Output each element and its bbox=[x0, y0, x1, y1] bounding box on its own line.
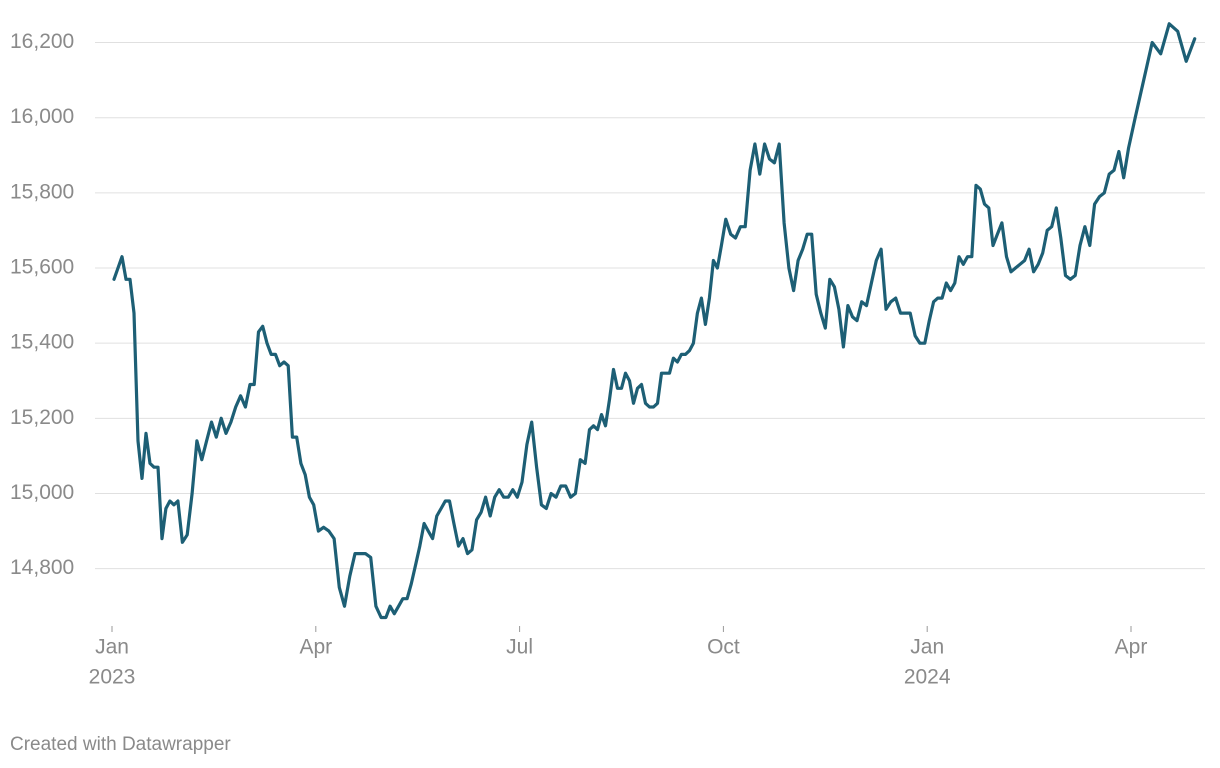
y-tick-label: 15,400 bbox=[10, 331, 74, 354]
x-tick-label: Jan bbox=[95, 636, 129, 659]
x-tick-label: Jul bbox=[506, 636, 533, 659]
x-year-label: 2023 bbox=[89, 666, 136, 689]
line bbox=[112, 22, 1197, 620]
footer: Created with Datawrapper bbox=[10, 734, 231, 755]
x-year-label: 2024 bbox=[904, 666, 951, 689]
y-tick-label: 15,800 bbox=[10, 180, 74, 203]
y-tick-label: 15,000 bbox=[10, 481, 74, 504]
x-tick-label: Jan bbox=[910, 636, 944, 659]
y-tick-label: 14,800 bbox=[10, 556, 74, 579]
x-tick-label: Apr bbox=[1115, 636, 1148, 659]
x-tick-label: Oct bbox=[707, 636, 740, 659]
y-tick-label: 16,000 bbox=[10, 105, 74, 128]
y-tick-label: 15,600 bbox=[10, 256, 74, 279]
y-tick-label: 15,200 bbox=[10, 406, 74, 429]
x-tick-label: Apr bbox=[299, 636, 332, 659]
y-tick-label: 16,200 bbox=[10, 30, 74, 53]
